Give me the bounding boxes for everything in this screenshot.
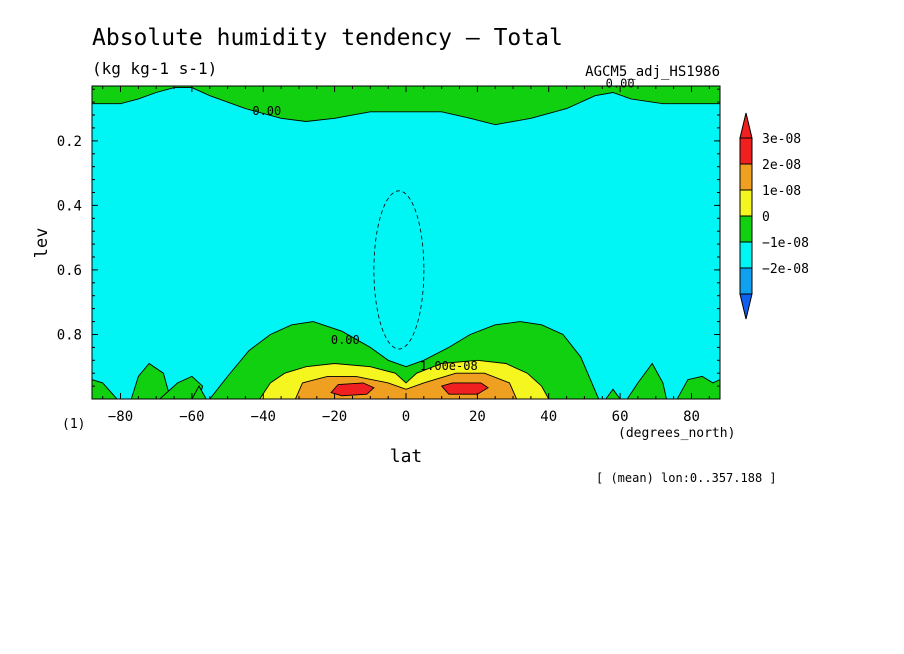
colorbar-swatch-3 [739, 215, 753, 243]
contour-region-3 [130, 362, 171, 399]
chart-subtitle: (kg kg-1 s-1) [92, 59, 217, 78]
contour-region-5 [191, 385, 207, 399]
y-tick-label: 0.2 [57, 134, 82, 150]
contour-label-1: 0.00 [606, 77, 635, 91]
mean-note: [ (mean) lon:0..357.188 ] [596, 471, 777, 485]
x-tick-label: 40 [540, 409, 557, 425]
colorbar-label-1: 2e-08 [762, 158, 801, 173]
colorbar-label-0: 3e-08 [762, 132, 801, 147]
x-tick-label: −80 [108, 409, 133, 425]
x-tick-label: −20 [322, 409, 347, 425]
chart-title: Absolute humidity tendency — Total [92, 25, 563, 51]
colorbar-swatch-5 [739, 267, 753, 295]
contour-region-8 [605, 388, 621, 399]
contour-region-12 [440, 382, 489, 395]
y-axis-unit: (1) [62, 417, 85, 432]
negative-contour-line [373, 190, 425, 350]
contour-region-11 [330, 382, 375, 397]
contour-region-2 [92, 379, 118, 399]
contour-label-0: 0.00 [252, 104, 281, 118]
contour-label-2: 0.00 [331, 333, 360, 347]
contour-region-6 [626, 362, 667, 399]
x-tick-label: 60 [612, 409, 629, 425]
x-tick-label: 0 [402, 409, 410, 425]
colorbar-swatch-4 [739, 241, 753, 269]
y-tick-label: 0.4 [57, 198, 82, 214]
colorbar-swatch-0 [739, 137, 753, 165]
colorbar-swatch-1 [739, 163, 753, 191]
contour-region-7 [676, 375, 720, 399]
x-tick-label: −60 [179, 409, 204, 425]
x-tick-label: −40 [251, 409, 276, 425]
colorbar-label-3: 0 [762, 210, 770, 225]
x-axis-unit: (degrees_north) [618, 426, 735, 441]
x-tick-label: 80 [683, 409, 700, 425]
colorbar-label-4: −1e-08 [762, 236, 809, 251]
y-tick-label: 0.6 [57, 263, 82, 279]
colorbar-under-triangle [739, 293, 753, 320]
plot-background-field [92, 86, 720, 399]
plot-area: 0.00 0.00 0.00 1.00e-08 −80 −60 −40 −20 0 20 40 60… [57, 77, 721, 425]
colorbar-label-5: −2e-08 [762, 262, 809, 277]
x-tick-label: 20 [469, 409, 486, 425]
colorbar-label-2: 1e-08 [762, 184, 801, 199]
contour-label-3: 1.00e-08 [420, 359, 478, 373]
y-axis-label: lev [32, 228, 52, 259]
contour-region-0 [92, 86, 720, 126]
colorbar-swatch-2 [739, 189, 753, 217]
x-axis-label: lat [390, 446, 423, 467]
colorbar-over-triangle [739, 112, 753, 139]
colorbar: 3e-08 2e-08 1e-08 0 −1e-08 −2e-08 [739, 112, 809, 320]
run-label: AGCM5_adj_HS1986 [585, 64, 720, 80]
y-tick-label: 0.8 [57, 328, 82, 344]
